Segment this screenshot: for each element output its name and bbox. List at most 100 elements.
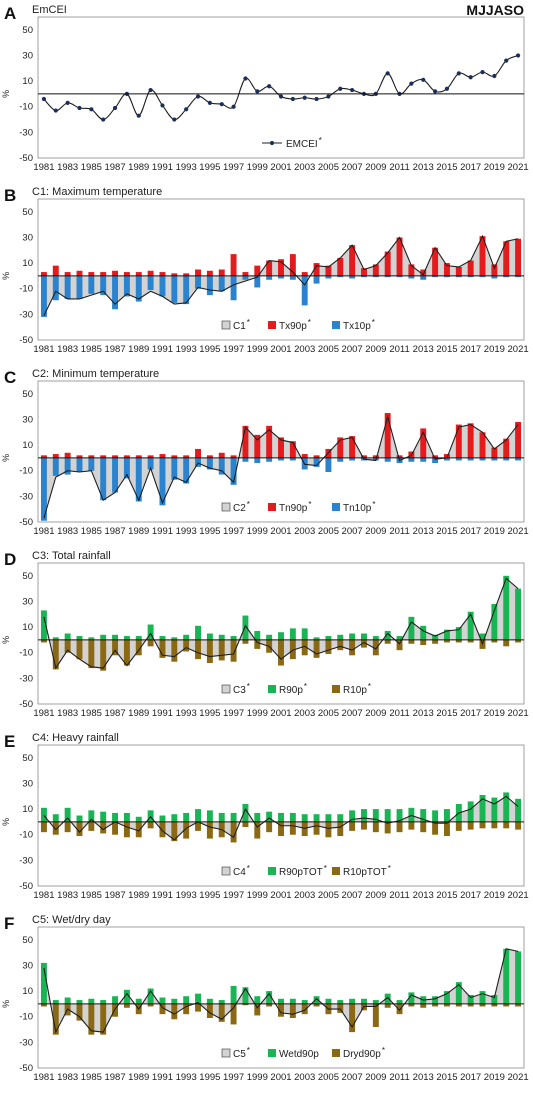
emcei-point: [89, 107, 94, 112]
bar-tx10p: [159, 275, 166, 297]
bar-tn10p: [266, 457, 273, 462]
bar-r10ptot: [361, 821, 367, 830]
y-axis-label: %: [1, 818, 11, 826]
bar-wetd90p: [479, 991, 486, 1004]
bar-r90ptot: [337, 814, 344, 822]
bar-tn90p: [147, 455, 154, 458]
bar-r90ptot: [230, 812, 237, 822]
bar-tx10p: [278, 275, 284, 279]
bar-r10p: [230, 639, 237, 662]
x-tick-label: 1985: [81, 708, 102, 719]
bar-wetd90p: [76, 1000, 83, 1004]
bar-tn90p: [135, 455, 142, 458]
x-tick-label: 2015: [436, 708, 457, 719]
bar-tn90p: [289, 441, 296, 458]
bar-tx10p: [64, 275, 71, 299]
x-tick-label: 2007: [342, 890, 363, 901]
bar-dryd90p: [443, 1003, 450, 1007]
bar-r10ptot: [159, 821, 166, 838]
bar-tx10p: [135, 275, 142, 302]
bar-tn90p: [491, 447, 498, 458]
legend-superscript: *: [382, 1046, 385, 1055]
bar-r90ptot: [420, 809, 427, 822]
emcei-point: [421, 77, 426, 82]
bar-r90p: [171, 637, 178, 640]
bar-tn10p: [278, 457, 284, 461]
bar-r90ptot: [40, 807, 47, 822]
bar-tn10p: [349, 457, 356, 461]
bar-r90p: [361, 633, 367, 640]
bar-r10ptot: [52, 821, 59, 835]
bar-tn10p: [64, 457, 71, 475]
bar-tx90p: [479, 236, 486, 276]
legend-swatch: [332, 1049, 340, 1057]
bar-tx90p: [372, 264, 379, 276]
y-axis-label: %: [1, 90, 11, 98]
x-tick-label: 2007: [342, 1072, 363, 1083]
bar-dryd90p: [76, 1003, 83, 1021]
x-tick-label: 2005: [318, 1072, 339, 1083]
bar-r90ptot: [384, 809, 391, 822]
bar-r10p: [159, 639, 166, 658]
composite-line: [43, 234, 519, 316]
bar-r10ptot: [40, 821, 47, 833]
series-r90ptot: [40, 792, 522, 822]
bar-r90p: [40, 610, 47, 640]
bar-tx90p: [266, 260, 273, 276]
bar-r90ptot: [242, 803, 249, 822]
bar-r10p: [195, 639, 201, 660]
bar-wetd90p: [313, 996, 320, 1004]
x-tick-label: 1993: [176, 162, 197, 173]
bar-tx10p: [40, 275, 47, 317]
bar-r90p: [147, 624, 154, 640]
x-tick-label: 2017: [460, 890, 481, 901]
bar-dryd90p: [503, 1003, 510, 1007]
legend-label: Tn10p: [343, 503, 372, 514]
emcei-point: [172, 117, 177, 122]
x-tick-label: 2007: [342, 344, 363, 355]
bar-r10p: [171, 639, 178, 662]
emcei-point: [432, 89, 438, 94]
x-tick-label: 2005: [318, 344, 339, 355]
bar-r10ptot: [242, 821, 249, 828]
bar-r10p: [52, 639, 59, 670]
bar-tx90p: [420, 269, 427, 276]
x-tick-label: 2013: [413, 344, 434, 355]
bar-tn10p: [479, 457, 486, 461]
bar-r90ptot: [467, 801, 474, 822]
bar-r90ptot: [301, 814, 308, 822]
bar-tn90p: [384, 413, 391, 458]
legend-swatch: [332, 503, 340, 511]
legend-label: Tn90p: [279, 503, 308, 514]
bar-tn90p: [361, 455, 367, 458]
bar-tx90p: [313, 263, 320, 276]
bar-tx90p: [218, 269, 225, 276]
emcei-point: [136, 113, 141, 118]
bar-r10p: [123, 639, 130, 666]
season-label: MJJASO: [466, 2, 524, 18]
x-tick-label: 1983: [57, 708, 78, 719]
bar-r10p: [361, 639, 367, 648]
bar-tx90p: [361, 268, 367, 276]
y-tick-label: 30: [22, 414, 33, 425]
emcei-point: [195, 94, 201, 99]
y-tick-label: 10: [22, 804, 33, 815]
emcei-point: [41, 96, 47, 102]
x-tick-label: 1989: [128, 162, 149, 173]
bar-tx10p: [88, 275, 95, 294]
bar-r10p: [503, 639, 510, 647]
x-tick-label: 1983: [57, 162, 78, 173]
y-tick-label: 50: [22, 753, 33, 764]
x-tick-label: 2003: [294, 162, 315, 173]
legend-superscript: *: [324, 864, 327, 873]
x-tick-label: 1981: [33, 708, 54, 719]
bar-tx10p: [266, 275, 273, 280]
bar-dryd90p: [432, 1003, 439, 1007]
bar-tx10p: [467, 275, 474, 278]
bar-tx90p: [396, 237, 403, 276]
bar-wetd90p: [396, 1000, 403, 1004]
bar-r10ptot: [278, 821, 284, 837]
x-tick-label: 2011: [389, 162, 409, 173]
x-tick-label: 1981: [33, 162, 54, 173]
bar-dryd90p: [313, 1003, 320, 1007]
